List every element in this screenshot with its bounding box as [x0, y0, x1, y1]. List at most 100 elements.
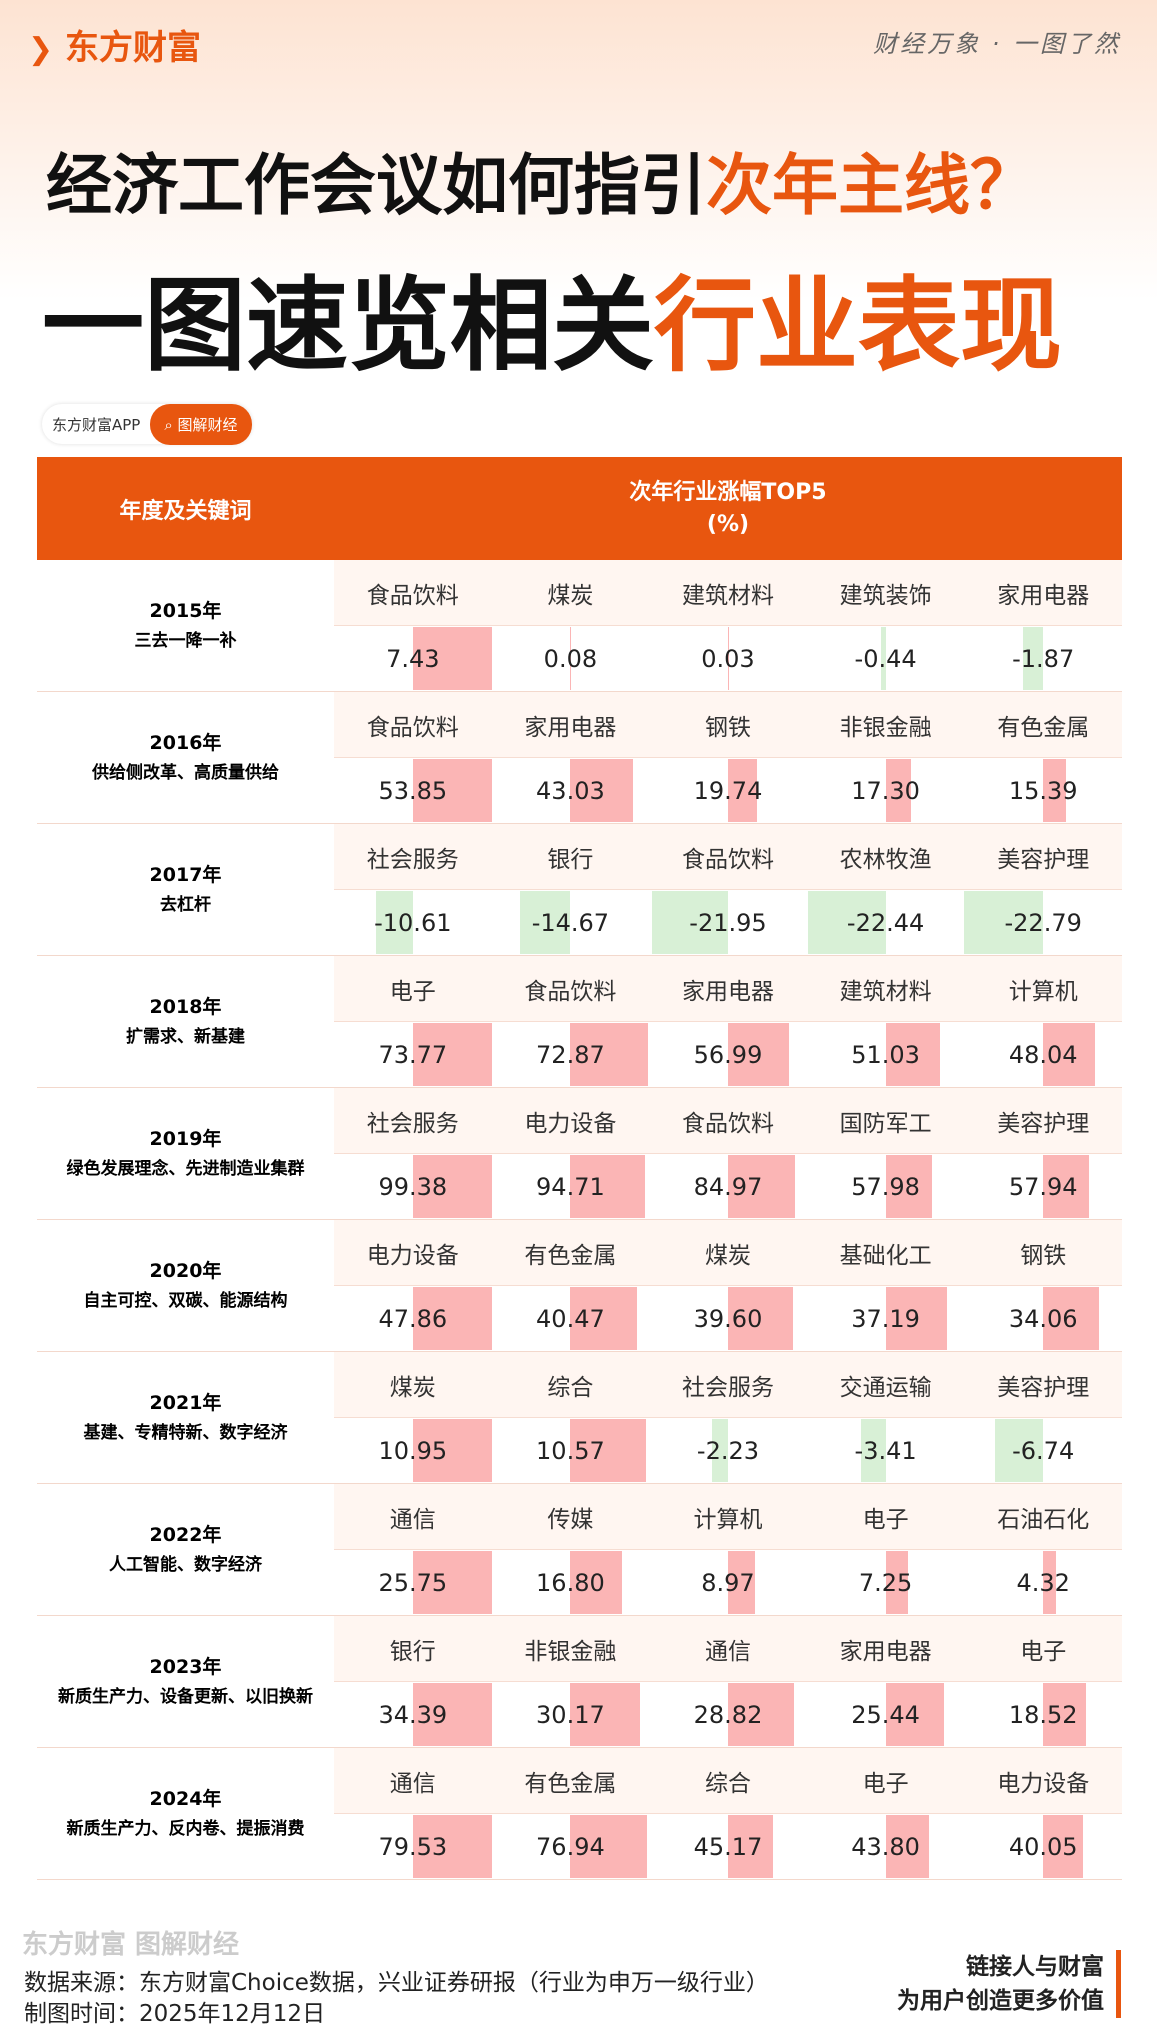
- industry-cell: 银行: [491, 824, 650, 890]
- header-cell: 次年行业涨幅TOP5 (%): [334, 457, 1122, 560]
- industry-cell: 国防军工: [806, 1088, 965, 1154]
- value-bar: [994, 1419, 1044, 1482]
- value-bar: [570, 1023, 649, 1086]
- value-bar: [861, 1419, 886, 1482]
- value-bar: [570, 1287, 638, 1350]
- industry-cell: 电子: [806, 1484, 965, 1550]
- industry-cell: 电子: [334, 956, 492, 1022]
- industry-cell: 食品饮料: [649, 1088, 807, 1154]
- value-label: -2.23: [649, 1418, 807, 1484]
- value-label: 94.71: [491, 1154, 650, 1220]
- keywords: 扩需求、新基建: [126, 1026, 245, 1047]
- value-bar: [1043, 1551, 1057, 1614]
- value-bar: [808, 891, 886, 954]
- value-bar: [570, 1683, 640, 1746]
- year: 2024年: [149, 1787, 222, 1810]
- value-label: 16.80: [491, 1550, 650, 1616]
- value-bar: [964, 891, 1044, 954]
- value-bar: [885, 1155, 932, 1218]
- year-cell: 2017年 去杠杆: [37, 824, 334, 956]
- brand: ❯ 东方财富: [28, 28, 201, 68]
- value-label: -21.95: [649, 890, 807, 956]
- year-cell: 2018年扩需求、新基建: [37, 956, 334, 1088]
- industry-cell: 通信: [649, 1616, 807, 1682]
- value-label: 40.47: [491, 1286, 650, 1352]
- header-line: (%): [706, 511, 750, 537]
- industry-cell: 电力设备: [334, 1220, 492, 1286]
- value-bar: [412, 627, 492, 690]
- value-label: 10.57: [491, 1418, 650, 1484]
- value-label: 19.74: [649, 758, 807, 824]
- value-label: -6.74: [964, 1418, 1122, 1484]
- value-label: 56.99: [649, 1022, 807, 1088]
- tag: 东方财富APP: [52, 415, 141, 434]
- value-label: 15.39: [964, 758, 1122, 824]
- value-label: 4.32: [964, 1550, 1122, 1616]
- industry-cell: 美容护理: [964, 1352, 1122, 1418]
- value-label: 76.94: [491, 1814, 650, 1880]
- value-bar: [1023, 627, 1044, 690]
- value-label: 39.60: [649, 1286, 807, 1352]
- industry-cell: 建筑装饰: [806, 560, 965, 626]
- value-bar: [728, 1683, 795, 1746]
- industry-cell: 传媒: [491, 1484, 650, 1550]
- value-bar: [412, 1683, 492, 1746]
- value-bar: [1043, 1815, 1083, 1878]
- value-bar: [570, 1155, 646, 1218]
- industry-cell: 钢铁: [964, 1220, 1122, 1286]
- year: 2022年: [149, 1523, 222, 1546]
- value-bar: [885, 1023, 941, 1086]
- value-label: -10.61: [334, 890, 492, 956]
- value-label: -3.41: [806, 1418, 965, 1484]
- value-bar: [885, 1551, 908, 1614]
- value-bar: [885, 1815, 929, 1878]
- industry-cell: 家用电器: [491, 692, 650, 758]
- industry-cell: 基础化工: [806, 1220, 965, 1286]
- value-bar: [570, 627, 572, 690]
- value-label: 37.19: [806, 1286, 965, 1352]
- slogan-line: 为用户创造更多价值: [897, 1988, 1104, 2014]
- value-bar: [728, 1551, 756, 1614]
- source: 数据来源：东方财富Choice数据，兴业证券研报（行业为申万一级行业）: [24, 1970, 769, 1996]
- value-bar: [1043, 1023, 1095, 1086]
- industry-cell: 有色金属: [491, 1220, 650, 1286]
- value-bar: [412, 1551, 492, 1614]
- year: 2015年: [149, 599, 222, 622]
- industry-cell: 非银金融: [491, 1616, 650, 1682]
- year: 2018年: [149, 995, 222, 1018]
- industry-cell: 有色金属: [964, 692, 1122, 758]
- value-bar: [412, 1419, 492, 1482]
- industry-cell: 计算机: [649, 1484, 807, 1550]
- industry-cell: 电子: [964, 1616, 1122, 1682]
- industry-cell: 家用电器: [964, 560, 1122, 626]
- value-label: 84.97: [649, 1154, 807, 1220]
- value-label: 57.98: [806, 1154, 965, 1220]
- industry-cell: 有色金属: [491, 1748, 650, 1814]
- value-bar: [728, 1023, 789, 1086]
- value-label: 72.87: [491, 1022, 650, 1088]
- value-label: 25.44: [806, 1682, 965, 1748]
- value-label: 10.95: [334, 1418, 492, 1484]
- value-label: 18.52: [964, 1682, 1122, 1748]
- value-label: 17.30: [806, 758, 965, 824]
- value-bar: [885, 1287, 947, 1350]
- value-label: 0.03: [649, 626, 807, 692]
- industry-cell: 非银金融: [806, 692, 965, 758]
- year-cell: 2015年 三去一降一补: [37, 560, 334, 692]
- value-bar: [728, 1155, 796, 1218]
- value-bar: [880, 627, 886, 690]
- value-bar: [412, 1023, 492, 1086]
- value-label: -1.87: [964, 626, 1122, 692]
- industry-cell: 计算机: [964, 956, 1122, 1022]
- brand-text: 东方财富: [64, 28, 201, 68]
- value-label: 73.77: [334, 1022, 492, 1088]
- title-highlight: 行业表现: [654, 267, 1062, 386]
- industry-cell: 银行: [334, 1616, 492, 1682]
- industry-cell: 钢铁: [649, 692, 807, 758]
- table: 年度及关键词 次年行业涨幅TOP5 (%) 2015年 三去一降一补 食品饮料 7.43 煤炭…: [37, 457, 1122, 1882]
- value-label: -14.67: [491, 890, 650, 956]
- tag-active[interactable]: ⌕ 图解财经: [150, 403, 252, 445]
- value-bar: [1043, 1155, 1090, 1218]
- value-bar: [570, 1815, 647, 1878]
- keywords: 去杠杆: [160, 894, 211, 915]
